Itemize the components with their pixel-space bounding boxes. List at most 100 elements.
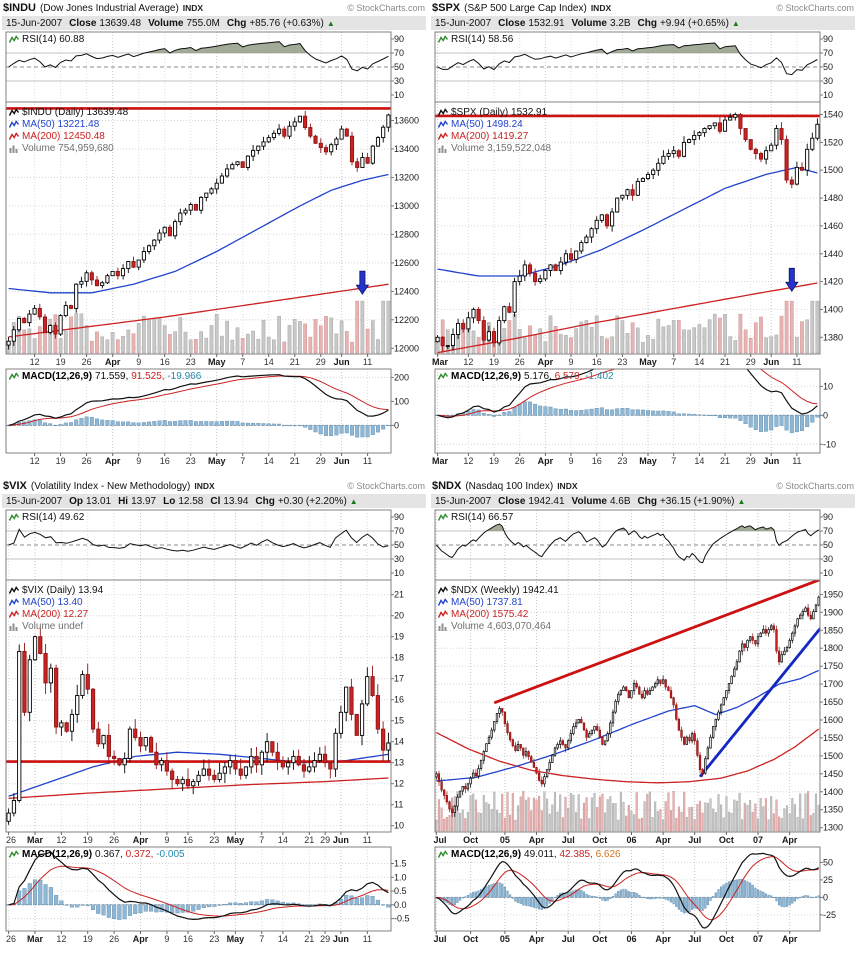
candlesticks [435,595,820,818]
price-tick-label: 1800 [823,643,843,653]
x-axis-label: 14 [264,357,274,367]
x-axis-label: Apr [529,835,545,845]
macd-tick-label: 100 [394,396,409,406]
price-legend: $VIX (Daily) 13.94 MA(50) 13.40 MA(200) 12… [9,584,103,632]
ma50-legend: MA(50) 1737.81 [438,596,559,608]
quote-label: Op [69,495,84,507]
x-axis-label: 06 [626,835,636,845]
x-axis-label: 16 [592,357,602,367]
rsi-tick-label: 50 [823,540,833,550]
change-up-arrow: ▲ [349,496,358,506]
macd-line [8,374,389,426]
chart-exchange: INDX [194,481,215,491]
change-up-arrow: ▲ [326,18,335,28]
quote-label: Chg [637,17,657,29]
x-axis-label: Oct [719,934,734,944]
x-axis-label: 19 [489,456,499,466]
macd-legend-row: MACD(12,26,9) 5.176, 6.579, -1.402 [438,370,614,382]
quote-value: 13639.48 [99,17,142,29]
rsi-overbought-shade [8,41,389,53]
price-tick-label: 13600 [394,116,419,126]
x-axis-label: May [227,835,245,845]
x-axis-label: Oct [592,934,607,944]
quote-values: Close 1942.41 Volume 4.6B Chg +36.15 (+1.90%) [491,496,734,507]
price-tick-label: 1450 [823,769,843,779]
ma200-line [8,283,389,338]
macd-tick-label: -0.5 [394,914,410,924]
x-axis-label: 21 [290,357,300,367]
x-axis-label: 06 [626,934,636,944]
x-axis-label: 7 [259,835,264,845]
x-axis-label: Jul [562,835,575,845]
x-axis-label: 12 [30,357,40,367]
rsi-indicator-icon [9,34,19,44]
macd-signal-line [8,375,389,426]
x-axis-label: Mar [27,934,44,944]
quote-label: Volume [571,17,607,29]
change-up-arrow: ▲ [737,496,746,506]
rsi-tick-label: 70 [823,48,833,58]
quote-value: +85.76 (+0.63%) [249,17,324,29]
price-tick-label: 16 [394,695,404,705]
price-symbol-legend: $VIX (Daily) 13.94 [9,584,103,596]
x-axis-label: Apr [655,835,671,845]
price-tick-label: 20 [394,611,404,621]
x-axis-label: 29 [746,456,756,466]
rsi-overbought-shade [436,524,819,531]
x-axis-label: Apr [782,835,798,845]
chart-title-bar: $INDU (Dow Jones Industrial Average) IND… [2,2,426,16]
macd-value-1: 49.011, [524,848,557,860]
copyright: © StockCharts.com [776,481,854,491]
ma200-legend-text: MA(200) 12.27 [22,608,89,620]
price-symbol-legend: $SPX (Daily) 1532.91 [438,106,551,118]
quote-value: 1942.41 [528,495,565,507]
quote-value: 4.6B [609,495,631,507]
candlesticks [6,626,391,825]
macd-tick-label: 1.5 [394,859,407,869]
volume-legend-text: Volume 4,603,070,464 [451,620,552,632]
rsi-tick-label: 10 [394,90,404,100]
price-chart-svg: 90 70 50 30 10 10 11 12 13 14 15 16 17 18 19 20 21 26 Mar 1… [5,509,404,845]
quote-label: Chg [255,495,275,507]
annotation-down-arrow [785,267,799,293]
quote-label: Volume [571,495,607,507]
macd-tick-label: 0 [823,892,828,902]
x-axis-label: 9 [136,456,141,466]
x-axis-label: Apr [538,357,554,367]
quote-value: +0.30 (+2.20%) [277,495,347,507]
quote-values: Close 13639.48 Volume 755.0M Chg +85.76 (+0.6… [62,18,324,29]
price-tick-label: 1460 [823,221,843,231]
change-up-arrow: ▲ [731,18,740,28]
x-axis-label: 9 [568,357,573,367]
x-axis-label: 11 [363,456,372,466]
x-axis-label: 21 [304,835,314,845]
macd-value-2: 0.372, [125,848,154,860]
volume-legend-icon [438,144,448,153]
macd-value-1: 0.367, [95,848,123,860]
rsi-legend-row: RSI(14) 60.88 [9,33,84,45]
copyright: © StockCharts.com [776,3,854,13]
x-axis-label: 26 [82,456,92,466]
price-symbol-legend: $NDX (Weekly) 1942.41 [438,584,559,596]
macd-panel: 10 0 -10 Mar 12 19 26 Apr 9 16 23 May 7 14 21 29 Jun 11 M… [431,368,855,468]
rsi-legend: RSI(14) 49.62 [9,511,84,523]
quote-label: Chg [637,495,657,507]
x-axis-label: Jun [763,357,779,367]
x-axis-label: 7 [240,357,245,367]
x-axis-label: 11 [792,357,801,367]
price-tick-label: 1440 [823,249,843,259]
price-rsi-panel: 90 70 50 30 10 10 11 12 13 14 15 16 17 18 19 20 21 26 Mar 1… [2,509,426,846]
x-axis-label: 11 [363,934,372,944]
macd-line [8,851,389,921]
x-axis-label: May [208,357,226,367]
chart-title-bar: $SPX (S&P 500 Large Cap Index) INDX © St… [431,2,855,16]
macd-signal-line [437,369,818,417]
rsi-overbought-shade [437,43,818,53]
price-rsi-panel: 90 70 50 30 10 1300 1350 1400 1450 1500 1550 1600 16… [431,509,855,846]
x-axis-label: Jul [688,835,701,845]
x-axis-label: Mar [27,835,44,845]
chart-name: (Volatility Index - New Methodology) [30,481,191,492]
ma50-line [8,173,389,294]
macd-legend-label: MACD(12,26,9) [22,848,93,860]
x-axis-label: 19 [83,934,93,944]
